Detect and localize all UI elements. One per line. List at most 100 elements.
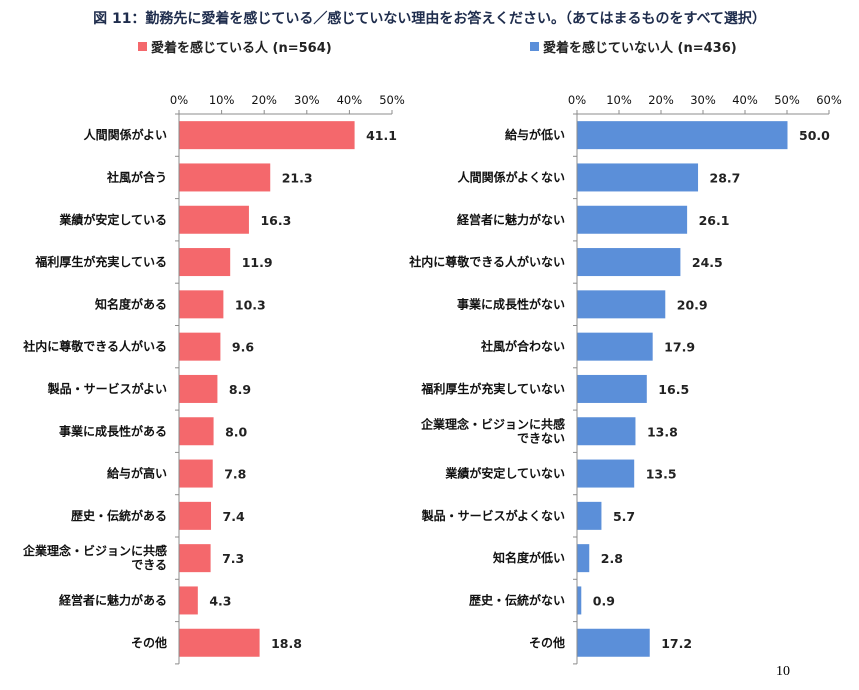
left-x-tick-label: 20% <box>251 93 277 107</box>
right-value-label: 20.9 <box>677 297 708 312</box>
left-category-label: その他 <box>131 635 167 650</box>
right-x-tick-label: 10% <box>606 93 632 107</box>
left-bar <box>179 374 218 403</box>
left-x-tick-label: 10% <box>209 93 235 107</box>
left-x-tick-label: 30% <box>294 93 320 107</box>
right-value-label: 24.5 <box>692 255 723 270</box>
right-value-label: 0.9 <box>593 593 615 608</box>
right-category-label: 経営者に魅力がない <box>457 212 565 227</box>
left-category-label: 経営者に魅力がある <box>59 592 167 607</box>
left-value-label: 41.1 <box>366 128 397 143</box>
left-value-label: 7.3 <box>222 551 244 566</box>
left-bar <box>179 205 249 234</box>
right-bar <box>577 163 699 192</box>
right-value-label: 13.8 <box>647 424 678 439</box>
left-value-label: 9.6 <box>232 340 254 355</box>
right-x-tick-label: 30% <box>690 93 716 107</box>
left-category-label: 社風が合う <box>106 169 167 184</box>
left-value-label: 4.3 <box>209 593 231 608</box>
right-x-tick-label: 50% <box>774 93 800 107</box>
right-bar <box>577 501 602 530</box>
right-value-label: 16.5 <box>658 382 689 397</box>
left-bar <box>179 501 212 530</box>
left-bar <box>179 163 271 192</box>
left-value-label: 16.3 <box>260 213 291 228</box>
right-bar <box>577 332 653 361</box>
right-category-label: 製品・サービスがよくない <box>421 508 565 523</box>
left-bar <box>179 459 213 488</box>
right-category-label: 人間関係がよくない <box>458 169 565 184</box>
right-value-label: 17.2 <box>661 636 692 651</box>
right-category-label: 業績が安定していない <box>444 466 565 481</box>
right-x-tick-label: 60% <box>816 93 842 107</box>
left-category-label: 知名度がある <box>94 296 167 311</box>
right-category-label: 事業に成長性がない <box>457 296 565 311</box>
right-bar <box>577 586 582 615</box>
left-category-label: 社内に尊敬できる人がいる <box>22 339 167 354</box>
left-category-label: 福利厚生が充実している <box>34 254 167 269</box>
left-bar <box>179 586 198 615</box>
right-value-label: 17.9 <box>664 340 695 355</box>
chart-title: 図 11：勤務先に愛着を感じている／感じていない理由をお答えください。（あてはま… <box>93 11 766 27</box>
right-bar <box>577 121 788 150</box>
left-bar <box>179 544 211 573</box>
left-category-label: 業績が安定している <box>58 212 167 227</box>
right-x-tick-label: 0% <box>568 93 586 107</box>
right-category-label: 企業理念・ビジョンに共感できない <box>420 416 565 445</box>
left-value-label: 18.8 <box>271 636 302 651</box>
right-bar <box>577 417 636 446</box>
left-x-tick-label: 0% <box>170 93 188 107</box>
right-category-label: 福利厚生が充実していない <box>420 381 565 396</box>
right-bar <box>577 248 681 277</box>
right-bar <box>577 374 647 403</box>
legend-left-swatch <box>138 42 147 51</box>
right-value-label: 5.7 <box>613 509 635 524</box>
left-bar <box>179 417 214 446</box>
right-bar <box>577 459 635 488</box>
page-number: 10 <box>776 664 790 679</box>
left-bar <box>179 121 355 150</box>
left-value-label: 7.8 <box>224 467 246 482</box>
left-category-label: 企業理念・ビジョンに共感できる <box>22 543 167 572</box>
right-value-label: 50.0 <box>799 128 830 143</box>
left-category-label: 人間関係がよい <box>84 127 167 142</box>
right-x-tick-label: 40% <box>732 93 758 107</box>
left-value-label: 7.4 <box>223 509 245 524</box>
right-category-label: 社風が合わない <box>480 339 565 354</box>
legend-left-label: 愛着を感じている人 (n=564) <box>151 41 332 56</box>
right-category-label: 給与が低い <box>505 127 565 142</box>
left-bar <box>179 248 231 277</box>
legend-right: 愛着を感じていない人 (n=436) <box>530 37 737 56</box>
left-value-label: 8.9 <box>229 382 251 397</box>
left-value-label: 10.3 <box>235 297 266 312</box>
right-category-label: 知名度が低い <box>492 550 565 565</box>
left-category-label: 歴史・伝統がある <box>71 508 167 523</box>
left-category-label: 事業に成長性がある <box>59 423 167 438</box>
right-x-tick-label: 20% <box>648 93 674 107</box>
legend-right-label: 愛着を感じていない人 (n=436) <box>543 41 737 56</box>
legend-right-swatch <box>530 42 539 51</box>
right-category-label: 歴史・伝統がない <box>469 592 565 607</box>
left-value-label: 21.3 <box>282 170 313 185</box>
left-value-label: 8.0 <box>225 424 247 439</box>
right-bar <box>577 544 590 573</box>
left-category-label: 給与が高い <box>107 466 167 481</box>
right-bar <box>577 628 650 657</box>
right-value-label: 26.1 <box>699 213 730 228</box>
left-x-tick-label: 50% <box>379 93 405 107</box>
right-value-label: 2.8 <box>601 551 623 566</box>
right-value-label: 28.7 <box>710 170 741 185</box>
legend-left: 愛着を感じている人 (n=564) <box>138 37 332 56</box>
left-bar <box>179 332 221 361</box>
left-value-label: 11.9 <box>242 255 273 270</box>
left-bar <box>179 290 224 319</box>
left-category-label: 製品・サービスがよい <box>47 381 167 396</box>
right-value-label: 13.5 <box>646 467 677 482</box>
left-x-tick-label: 40% <box>337 93 363 107</box>
right-bar <box>577 205 688 234</box>
right-category-label: その他 <box>529 635 565 650</box>
left-bar <box>179 628 260 657</box>
right-bar <box>577 290 666 319</box>
right-category-label: 社内に尊敬できる人がいない <box>408 254 565 269</box>
